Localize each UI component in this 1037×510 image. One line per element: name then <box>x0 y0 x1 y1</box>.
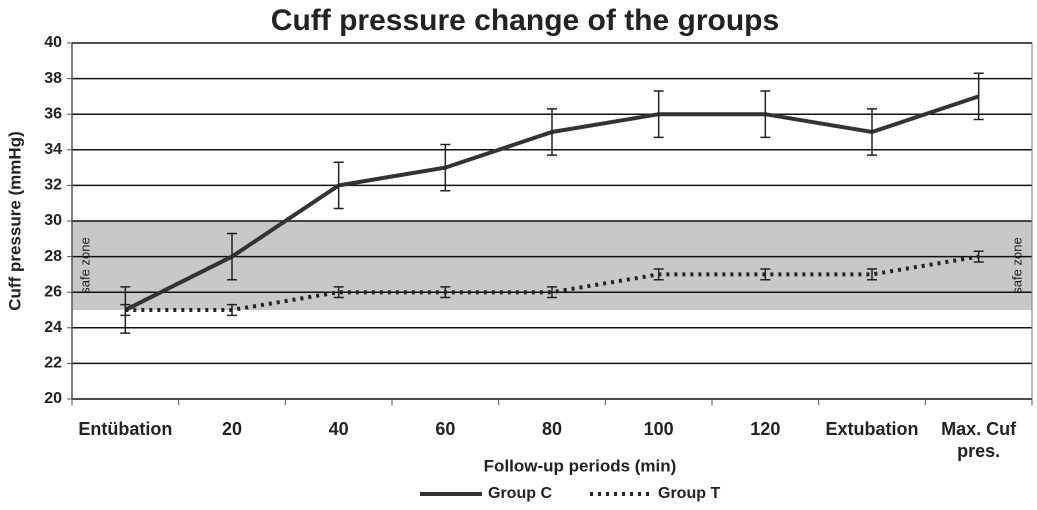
y-tick-label: 22 <box>44 355 62 372</box>
error-bar <box>440 143 451 192</box>
y-axis-label: Cuff pressure (mmHg) <box>5 131 24 310</box>
y-tick-label: 34 <box>44 141 62 158</box>
error-bar <box>653 268 664 281</box>
error-bar <box>227 303 237 317</box>
error-bar <box>867 108 877 156</box>
y-tick-label: 32 <box>44 177 62 194</box>
x-axis-label: Follow-up periods (min) <box>484 456 677 475</box>
y-tick-label: 20 <box>44 390 62 407</box>
error-bar <box>653 90 664 139</box>
x-tick-label: Max. Cuf pres. <box>941 419 1017 461</box>
x-tick-label: 120 <box>750 419 781 439</box>
error-bar <box>973 250 984 263</box>
legend-label: Group T <box>658 485 720 502</box>
error-bar <box>120 303 131 317</box>
error-bar <box>227 232 237 281</box>
error-bar <box>547 286 557 299</box>
series-line <box>125 254 979 312</box>
legend-label: Group C <box>488 485 552 502</box>
x-tick-label: 40 <box>328 419 349 439</box>
y-tick-label: 24 <box>44 319 62 336</box>
safe-zone-label: safe zone <box>1009 237 1024 293</box>
y-tick-label: 38 <box>44 70 62 87</box>
error-bar <box>973 72 984 121</box>
y-tick-label: 28 <box>44 248 62 265</box>
error-bar <box>547 108 557 156</box>
x-tick-label: Extubation <box>825 419 919 439</box>
x-tick-label: 80 <box>541 419 563 439</box>
error-bar <box>760 268 771 281</box>
x-tick-label: 20 <box>221 419 243 439</box>
error-bar <box>867 268 877 281</box>
x-tick-label: Entübation <box>78 419 173 439</box>
y-tick-label: 30 <box>44 212 62 229</box>
y-tick-label: 26 <box>44 283 62 300</box>
y-tick-label: 36 <box>44 105 62 122</box>
x-tick-label: 60 <box>435 419 456 439</box>
safe-zone-label: safe zone <box>77 237 92 293</box>
error-bar <box>440 286 451 299</box>
y-tick-label: 40 <box>44 34 62 51</box>
error-bar <box>760 90 771 139</box>
error-bar <box>333 161 344 210</box>
error-bar <box>333 286 344 299</box>
x-tick-label: 100 <box>643 419 674 439</box>
chart-title: Cuff pressure change of the groups <box>271 4 779 37</box>
